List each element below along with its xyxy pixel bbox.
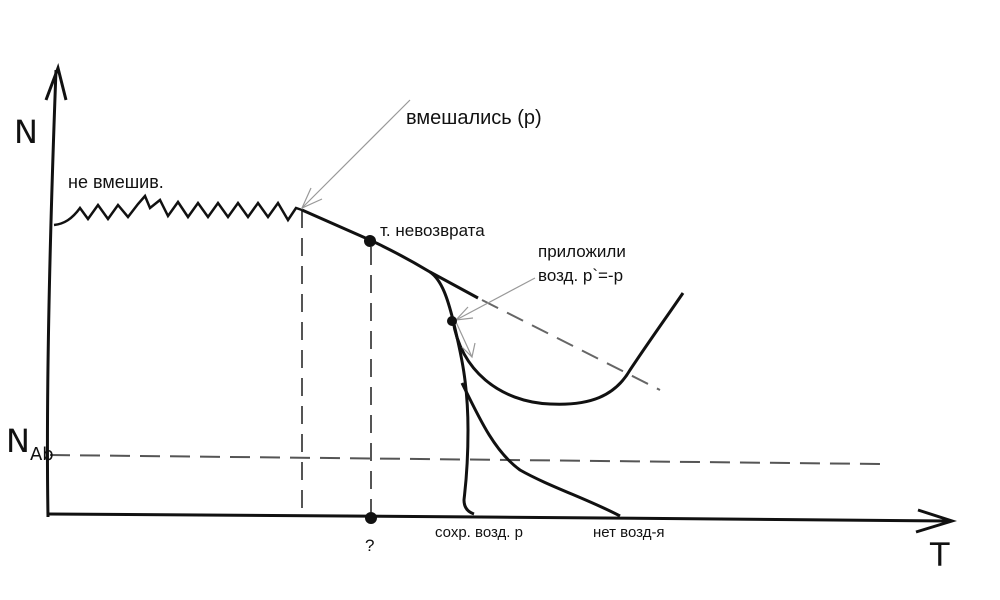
no-intervention-label: не вмешив. <box>68 172 164 192</box>
y-axis-label: N <box>14 113 38 151</box>
y-axis <box>45 69 58 518</box>
no-return-point <box>364 235 376 247</box>
x-axis-arrow <box>915 508 957 534</box>
question-label: ? <box>365 536 374 555</box>
no-action-label: нет возд-я <box>593 524 665 541</box>
sharp-decline-curve <box>429 270 455 321</box>
intervened-label: вмешались (p) <box>406 107 542 129</box>
recovery-curve <box>451 292 685 406</box>
y-axis-arrow <box>44 62 68 101</box>
extrapolation-dashed-line <box>481 299 661 391</box>
applied-point <box>447 316 457 326</box>
applied-pointer-head <box>454 306 474 321</box>
threshold-label: NAb <box>6 422 54 465</box>
x-axis-label: T <box>929 536 950 574</box>
threshold-label-sub: Ab <box>30 444 54 465</box>
applied-label-line1: приложили <box>538 242 626 261</box>
x-axis <box>47 512 951 523</box>
threshold-dashed-line <box>49 454 881 465</box>
point-of-no-return-label: т. невозврата <box>380 221 485 240</box>
applied-pointer-line <box>455 277 536 321</box>
question-point <box>365 512 377 524</box>
intervened-pointer-line <box>301 99 411 209</box>
applied-downward-pointer <box>455 321 473 358</box>
kept-action-label: сохр. возд. p <box>435 524 523 541</box>
applied-label-line2: возд. p`=-p <box>538 266 623 285</box>
no-action-curve <box>460 382 621 518</box>
no-intervention-zigzag-curve <box>53 193 303 227</box>
kept-action-curve <box>451 319 475 516</box>
applied-downward-pointer-head <box>461 342 476 359</box>
intervened-pointer-head <box>300 187 323 210</box>
threshold-label-main: N <box>6 422 30 460</box>
